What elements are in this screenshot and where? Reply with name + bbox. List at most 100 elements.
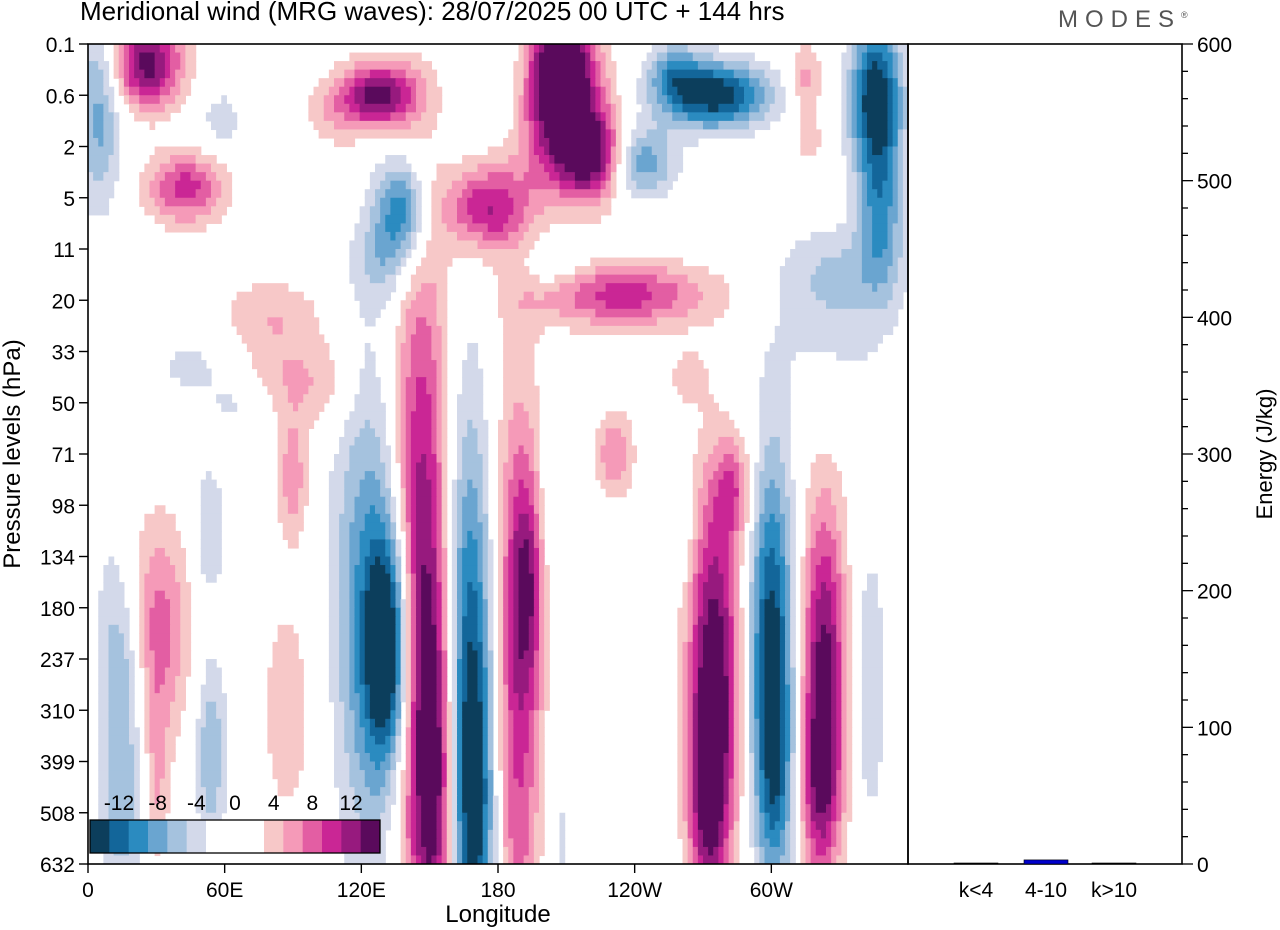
heat-cell: [359, 206, 371, 216]
heat-cell: [441, 650, 448, 660]
heat-cell: [385, 479, 391, 489]
heat-cell: [180, 52, 186, 62]
heat-cell: [441, 804, 448, 814]
heat-cell: [831, 607, 837, 617]
heat-cell: [692, 770, 699, 780]
heat-cell: [754, 710, 760, 720]
heat-cell: [841, 573, 848, 583]
heat-cell: [339, 582, 350, 592]
heat-cell: [390, 180, 407, 190]
heat-cell: [810, 727, 832, 737]
heat-cell: [103, 137, 115, 148]
heat-cell: [544, 44, 581, 54]
heat-cell: [400, 377, 407, 387]
heat-cell: [539, 778, 545, 788]
heat-cell: [364, 351, 376, 361]
heat-cell: [836, 650, 842, 660]
heat-cell: [723, 573, 730, 583]
heat-cell: [364, 240, 376, 250]
heat-cell: [385, 539, 391, 549]
heat-cell: [103, 129, 115, 139]
heat-cell: [498, 684, 504, 694]
heat-cell: [221, 95, 227, 105]
heat-cell: [508, 547, 514, 558]
heat-cell: [733, 590, 740, 600]
heat-cell: [533, 496, 540, 506]
heat-cell: [892, 120, 899, 131]
heat-cell: [380, 513, 391, 523]
heat-cell: [897, 69, 904, 79]
heat-cell: [687, 804, 694, 814]
heat-cell: [144, 701, 151, 711]
heat-cell: [692, 855, 699, 864]
heat-cell: [98, 701, 110, 711]
heat-cell: [697, 530, 704, 541]
heat-cell: [390, 744, 397, 754]
heat-cell: [400, 419, 407, 429]
heat-cell: [595, 274, 658, 284]
heat-cell: [790, 821, 796, 831]
heat-cell: [533, 599, 540, 609]
heat-cell: [200, 505, 222, 515]
heat-cell: [503, 505, 509, 515]
heat-cell: [385, 257, 402, 267]
heat-cell: [103, 103, 110, 113]
heat-cell: [539, 69, 586, 79]
heat-cell: [400, 616, 407, 626]
heat-cell: [129, 718, 135, 728]
heat-cell: [467, 855, 479, 864]
heat-cell: [769, 795, 776, 805]
heat-cell: [518, 52, 525, 62]
heat-cell: [216, 394, 233, 404]
heat-cell: [692, 471, 704, 481]
heat-cell: [795, 86, 822, 96]
heat-cell: [723, 838, 730, 848]
heat-cell: [431, 599, 438, 609]
heat-cell: [867, 52, 883, 62]
heat-cell: [88, 129, 94, 139]
heat-cell: [703, 513, 714, 523]
heat-cell: [902, 112, 908, 122]
colorbar-bin: [341, 820, 362, 853]
heat-cell: [805, 590, 812, 600]
heat-cell: [718, 479, 735, 489]
heat-cell: [810, 761, 832, 771]
heat-cell: [749, 778, 755, 788]
heat-cell: [836, 829, 842, 839]
heat-cell: [416, 266, 448, 276]
heat-cell: [170, 710, 181, 720]
heat-cell: [810, 471, 842, 481]
heat-cell: [528, 496, 535, 506]
heat-cell: [723, 454, 735, 464]
heat-cell: [405, 727, 412, 737]
heat-cell: [533, 530, 540, 541]
heat-cell: [441, 761, 448, 771]
heat-cell: [518, 633, 530, 643]
heat-cell: [785, 770, 791, 780]
heat-cell: [872, 163, 889, 173]
heat-cell: [703, 530, 709, 541]
heat-cell: [738, 522, 745, 532]
heat-cell: [759, 624, 766, 634]
heat-cell: [800, 616, 807, 626]
heat-cell: [779, 633, 786, 643]
heat-cell: [738, 471, 745, 481]
heat-cell: [498, 624, 504, 634]
heat-cell: [779, 701, 786, 711]
heat-cell: [759, 496, 766, 506]
heat-cell: [539, 701, 545, 711]
heat-cell: [605, 86, 612, 96]
heat-cell: [164, 61, 171, 71]
heat-cell: [410, 804, 417, 814]
heat-cell: [749, 718, 755, 728]
heat-cell: [646, 52, 658, 62]
heat-cell: [487, 641, 494, 652]
heat-cell: [708, 599, 719, 609]
heat-cell: [405, 752, 412, 763]
heat-cell: [544, 565, 550, 575]
heat-cell: [400, 308, 407, 318]
heat-cell: [395, 445, 402, 455]
heat-cell: [897, 155, 904, 165]
heat-cell: [728, 761, 735, 771]
